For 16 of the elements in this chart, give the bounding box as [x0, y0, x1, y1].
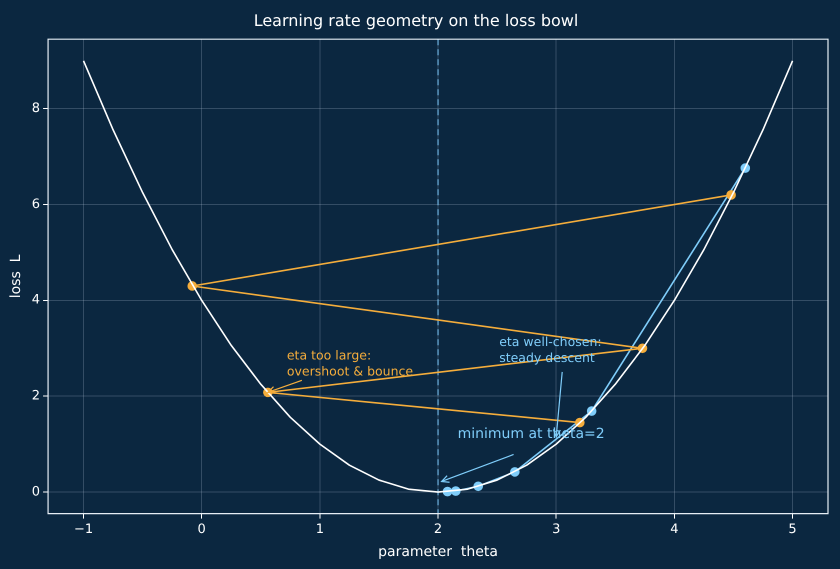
x-tick-label: 0 — [198, 522, 206, 537]
x-tick-label: 1 — [316, 522, 324, 537]
y-tick-label: 0 — [32, 484, 40, 500]
annotation: eta too large: overshoot & bounce — [286, 347, 414, 378]
y-tick-label: 8 — [32, 101, 40, 116]
x-tick-label: 2 — [434, 522, 442, 537]
x-tick-label: 3 — [552, 522, 560, 537]
y-tick-label: 2 — [32, 388, 40, 404]
x-tick-label: 5 — [788, 522, 797, 537]
y-tick-label: 6 — [32, 196, 40, 212]
x-tick-label: −1 — [74, 522, 94, 537]
x-tick-label: 4 — [670, 522, 679, 537]
y-axis-title: loss L — [8, 254, 24, 298]
y-tick-label: 4 — [32, 292, 40, 308]
x-axis-title: parameter theta — [378, 544, 498, 560]
chart-title: Learning rate geometry on the loss bowl — [254, 10, 578, 30]
